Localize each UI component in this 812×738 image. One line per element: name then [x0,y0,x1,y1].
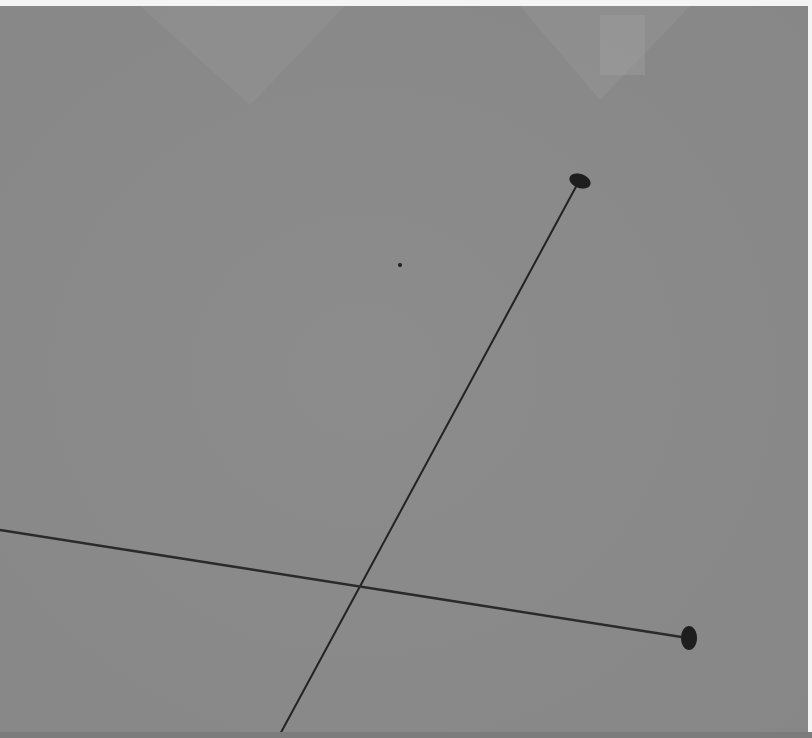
pin-head [681,626,697,650]
string [277,182,579,738]
light-speckle [600,15,645,75]
surface [0,6,808,738]
string [0,528,689,640]
pin-head [569,173,591,189]
surface-fold [140,6,345,105]
surface-fold [520,6,690,100]
bottom-edge [0,732,812,738]
speck [398,263,402,267]
